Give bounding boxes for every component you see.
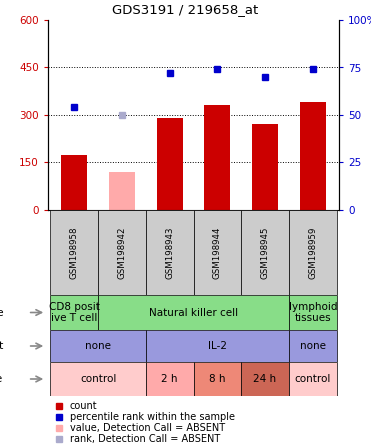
- Text: agent: agent: [0, 341, 3, 351]
- Text: control: control: [80, 374, 116, 384]
- Text: rank, Detection Call = ABSENT: rank, Detection Call = ABSENT: [69, 434, 220, 444]
- Text: GSM198945: GSM198945: [260, 226, 270, 279]
- Bar: [289, 210, 336, 295]
- Bar: [157, 118, 183, 210]
- Bar: [98, 295, 289, 330]
- Text: GDS3191 / 219658_at: GDS3191 / 219658_at: [112, 4, 259, 16]
- Bar: [109, 172, 135, 210]
- Text: GSM198958: GSM198958: [70, 226, 79, 279]
- Text: value, Detection Call = ABSENT: value, Detection Call = ABSENT: [69, 423, 225, 433]
- Bar: [98, 210, 146, 295]
- Text: lymphoid
tissues: lymphoid tissues: [289, 302, 337, 323]
- Bar: [50, 330, 146, 362]
- Text: cell type: cell type: [0, 308, 3, 317]
- Text: Natural killer cell: Natural killer cell: [149, 308, 238, 317]
- Bar: [146, 330, 289, 362]
- Text: 2 h: 2 h: [161, 374, 178, 384]
- Text: control: control: [295, 374, 331, 384]
- Bar: [289, 330, 336, 362]
- Text: time: time: [0, 374, 3, 384]
- Bar: [50, 362, 146, 396]
- Bar: [194, 210, 241, 295]
- Text: GSM198942: GSM198942: [118, 226, 127, 279]
- Bar: [146, 362, 194, 396]
- Bar: [146, 210, 194, 295]
- Bar: [289, 362, 336, 396]
- Text: GSM198943: GSM198943: [165, 226, 174, 279]
- Text: GSM198959: GSM198959: [308, 226, 317, 279]
- Text: CD8 posit
ive T cell: CD8 posit ive T cell: [49, 302, 100, 323]
- Text: count: count: [69, 401, 97, 411]
- Bar: [61, 155, 87, 210]
- Bar: [50, 295, 98, 330]
- Bar: [241, 362, 289, 396]
- Text: GSM198944: GSM198944: [213, 226, 222, 279]
- Bar: [252, 124, 278, 210]
- Text: percentile rank within the sample: percentile rank within the sample: [69, 412, 234, 422]
- Bar: [300, 102, 326, 210]
- Text: none: none: [85, 341, 111, 351]
- Bar: [289, 295, 336, 330]
- Bar: [194, 362, 241, 396]
- Text: 24 h: 24 h: [253, 374, 277, 384]
- Bar: [204, 106, 230, 210]
- Bar: [50, 210, 98, 295]
- Text: IL-2: IL-2: [208, 341, 227, 351]
- Text: none: none: [300, 341, 326, 351]
- Text: 8 h: 8 h: [209, 374, 226, 384]
- Bar: [241, 210, 289, 295]
